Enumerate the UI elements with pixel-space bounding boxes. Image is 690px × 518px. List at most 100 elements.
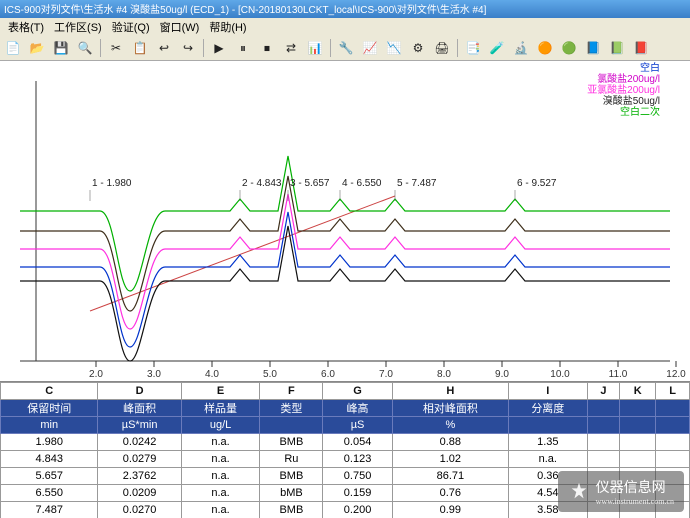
toolbar-button[interactable]: 🟠 bbox=[534, 37, 556, 59]
table-cell bbox=[656, 451, 690, 468]
table-cell bbox=[587, 434, 620, 451]
menu-item[interactable]: 验证(Q) bbox=[108, 18, 154, 36]
table-cell: BMB bbox=[260, 502, 323, 518]
table-cell: n.a. bbox=[181, 485, 260, 502]
svg-text:7.0: 7.0 bbox=[379, 369, 393, 380]
toolbar-button[interactable]: 📊 bbox=[304, 37, 326, 59]
chromatogram-chart: 空白氯酸盐200ug/l亚氯酸盐200ug/l溴酸盐50ug/l空白二次 2.0… bbox=[0, 61, 690, 382]
column-letter: L bbox=[656, 383, 690, 400]
menubar: 表格(T)工作区(S)验证(Q)窗口(W)帮助(H) bbox=[0, 18, 690, 36]
column-header: 保留时间 bbox=[1, 400, 98, 417]
toolbar-button[interactable]: 📕 bbox=[630, 37, 652, 59]
table-cell: n.a. bbox=[508, 451, 587, 468]
toolbar-button[interactable]: 💾 bbox=[50, 37, 72, 59]
svg-text:3.0: 3.0 bbox=[147, 369, 161, 380]
table-cell: BMB bbox=[260, 468, 323, 485]
svg-text:4 - 6.550: 4 - 6.550 bbox=[342, 178, 382, 189]
table-cell: n.a. bbox=[181, 468, 260, 485]
column-unit bbox=[587, 417, 620, 434]
column-header-row-1: 保留时间峰面积样品量类型峰高相对峰面积分离度 bbox=[1, 400, 690, 417]
toolbar-button[interactable]: 🔍 bbox=[74, 37, 96, 59]
table-cell: 0.200 bbox=[323, 502, 392, 518]
menu-item[interactable]: 窗口(W) bbox=[156, 18, 204, 36]
column-header: 相对峰面积 bbox=[392, 400, 508, 417]
table-cell: BMB bbox=[260, 434, 323, 451]
svg-text:5.0: 5.0 bbox=[263, 369, 277, 380]
menu-item[interactable]: 帮助(H) bbox=[205, 18, 250, 36]
toolbar-button[interactable]: ✂ bbox=[105, 37, 127, 59]
toolbar-button[interactable]: 🟢 bbox=[558, 37, 580, 59]
menu-item[interactable]: 工作区(S) bbox=[50, 18, 106, 36]
toolbar-button[interactable]: ⏸ bbox=[232, 37, 254, 59]
column-unit bbox=[620, 417, 656, 434]
svg-text:6 - 9.527: 6 - 9.527 bbox=[517, 178, 557, 189]
table-cell: 0.0209 bbox=[98, 485, 181, 502]
table-cell: 0.159 bbox=[323, 485, 392, 502]
legend-item: 溴酸盐50ug/l bbox=[587, 96, 660, 107]
table-row[interactable]: 1.9800.0242n.a.BMB0.0540.881.35 bbox=[1, 434, 690, 451]
toolbar-button[interactable]: ⇄ bbox=[280, 37, 302, 59]
watermark-text: 仪器信息网 bbox=[596, 477, 674, 497]
toolbar-separator bbox=[457, 39, 458, 57]
svg-text:5 - 7.487: 5 - 7.487 bbox=[397, 178, 437, 189]
toolbar-button[interactable]: 📉 bbox=[383, 37, 405, 59]
table-cell: n.a. bbox=[181, 502, 260, 518]
column-header: 类型 bbox=[260, 400, 323, 417]
toolbar-button[interactable]: 📂 bbox=[26, 37, 48, 59]
toolbar-button[interactable]: ↪ bbox=[177, 37, 199, 59]
column-unit: % bbox=[392, 417, 508, 434]
table-cell: 0.054 bbox=[323, 434, 392, 451]
window-titlebar: ICS-900对列文件\生活水 #4 溴酸盐50ug/l (ECD_1) - [… bbox=[0, 0, 690, 18]
column-unit: min bbox=[1, 417, 98, 434]
svg-text:4.0: 4.0 bbox=[205, 369, 219, 380]
table-cell: 86.71 bbox=[392, 468, 508, 485]
table-cell: 2.3762 bbox=[98, 468, 181, 485]
column-letter: G bbox=[323, 383, 392, 400]
table-cell: 1.35 bbox=[508, 434, 587, 451]
svg-text:3 - 5.657: 3 - 5.657 bbox=[290, 178, 330, 189]
legend-item: 空白二次 bbox=[587, 107, 660, 118]
table-cell: 0.0242 bbox=[98, 434, 181, 451]
toolbar-button[interactable]: 🔬 bbox=[510, 37, 532, 59]
toolbar-button[interactable]: 📑 bbox=[462, 37, 484, 59]
toolbar-button[interactable]: 🧪 bbox=[486, 37, 508, 59]
table-cell: 6.550 bbox=[1, 485, 98, 502]
toolbar-button[interactable]: 📋 bbox=[129, 37, 151, 59]
toolbar: 📄📂💾🔍 ✂📋↩↪ ▶⏸⏹⇄📊 🔧📈📉⚙🖨 📑🧪🔬🟠🟢📘📗📕 bbox=[0, 36, 690, 61]
toolbar-button[interactable]: 📗 bbox=[606, 37, 628, 59]
watermark-icon bbox=[568, 481, 590, 503]
toolbar-button[interactable]: ⏹ bbox=[256, 37, 278, 59]
column-header: 样品量 bbox=[181, 400, 260, 417]
column-letter: C bbox=[1, 383, 98, 400]
table-cell: 1.02 bbox=[392, 451, 508, 468]
toolbar-separator bbox=[330, 39, 331, 57]
toolbar-button[interactable]: 📈 bbox=[359, 37, 381, 59]
column-letter: J bbox=[587, 383, 620, 400]
column-letter: D bbox=[98, 383, 181, 400]
menu-item[interactable]: 表格(T) bbox=[4, 18, 48, 36]
toolbar-button[interactable]: 📄 bbox=[2, 37, 24, 59]
toolbar-button[interactable]: 🔧 bbox=[335, 37, 357, 59]
toolbar-separator bbox=[100, 39, 101, 57]
table-cell: n.a. bbox=[181, 451, 260, 468]
table-cell: 0.88 bbox=[392, 434, 508, 451]
table-cell: 0.123 bbox=[323, 451, 392, 468]
table-cell: 0.0270 bbox=[98, 502, 181, 518]
column-letter: I bbox=[508, 383, 587, 400]
column-letter: E bbox=[181, 383, 260, 400]
toolbar-button[interactable]: ⚙ bbox=[407, 37, 429, 59]
toolbar-button[interactable]: 🖨 bbox=[431, 37, 453, 59]
column-unit: µS bbox=[323, 417, 392, 434]
table-cell bbox=[587, 451, 620, 468]
toolbar-button[interactable]: ↩ bbox=[153, 37, 175, 59]
svg-text:2.0: 2.0 bbox=[89, 369, 103, 380]
table-cell: 4.843 bbox=[1, 451, 98, 468]
legend-item: 亚氯酸盐200ug/l bbox=[587, 85, 660, 96]
svg-text:1 - 1.980: 1 - 1.980 bbox=[92, 178, 132, 189]
svg-text:10.0: 10.0 bbox=[550, 369, 570, 380]
toolbar-button[interactable]: ▶ bbox=[208, 37, 230, 59]
toolbar-separator bbox=[203, 39, 204, 57]
table-row[interactable]: 4.8430.0279n.a.Ru0.1231.02n.a. bbox=[1, 451, 690, 468]
toolbar-button[interactable]: 📘 bbox=[582, 37, 604, 59]
legend-item: 空白 bbox=[587, 63, 660, 74]
